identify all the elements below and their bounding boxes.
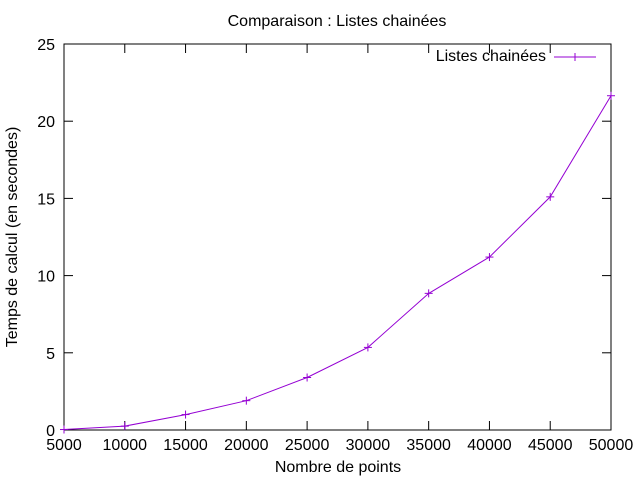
data-point-marker	[120, 422, 129, 431]
axis-ticks	[63, 43, 612, 431]
tick-labels: 5000 10000 15000 20000 25000 30000 35000 40000 4…	[37, 37, 633, 454]
data-point-marker	[363, 343, 372, 352]
data-point-marker	[60, 425, 68, 434]
y-tick-label: 0	[46, 423, 55, 440]
x-tick-label: 45000	[528, 437, 573, 454]
plot-frame	[63, 43, 612, 431]
data-point-marker	[242, 396, 251, 405]
x-tick-label: 5000	[46, 437, 82, 454]
plot-border	[63, 43, 612, 431]
series-group	[60, 91, 615, 434]
legend: Listes chainées	[436, 48, 596, 65]
legend-label: Listes chainées	[436, 48, 546, 65]
data-point-marker	[424, 289, 433, 298]
y-tick-label: 15	[37, 191, 55, 208]
x-tick-label: 40000	[467, 437, 512, 454]
series-line	[63, 95, 612, 430]
y-tick-label: 20	[37, 114, 55, 131]
x-tick-label: 30000	[346, 437, 391, 454]
y-tick-label: 5	[46, 346, 55, 363]
x-tick-label: 35000	[406, 437, 451, 454]
chart-title: Comparaison : Listes chainées	[228, 13, 447, 30]
y-tick-label: 25	[37, 37, 55, 54]
y-tick-label: 10	[37, 269, 55, 286]
data-point-marker	[607, 91, 615, 100]
legend-marker	[571, 53, 579, 61]
x-tick-label: 50000	[589, 437, 634, 454]
data-point-marker	[485, 253, 494, 262]
y-axis-label: Temps de calcul (en secondes)	[4, 127, 21, 348]
x-tick-label: 20000	[224, 437, 269, 454]
x-axis-label: Nombre de points	[275, 459, 401, 476]
data-point-marker	[181, 410, 190, 419]
x-tick-label: 15000	[163, 437, 208, 454]
x-tick-label: 10000	[103, 437, 148, 454]
data-point-marker	[303, 373, 312, 382]
x-tick-label: 25000	[285, 437, 330, 454]
data-point-marker	[546, 192, 555, 201]
